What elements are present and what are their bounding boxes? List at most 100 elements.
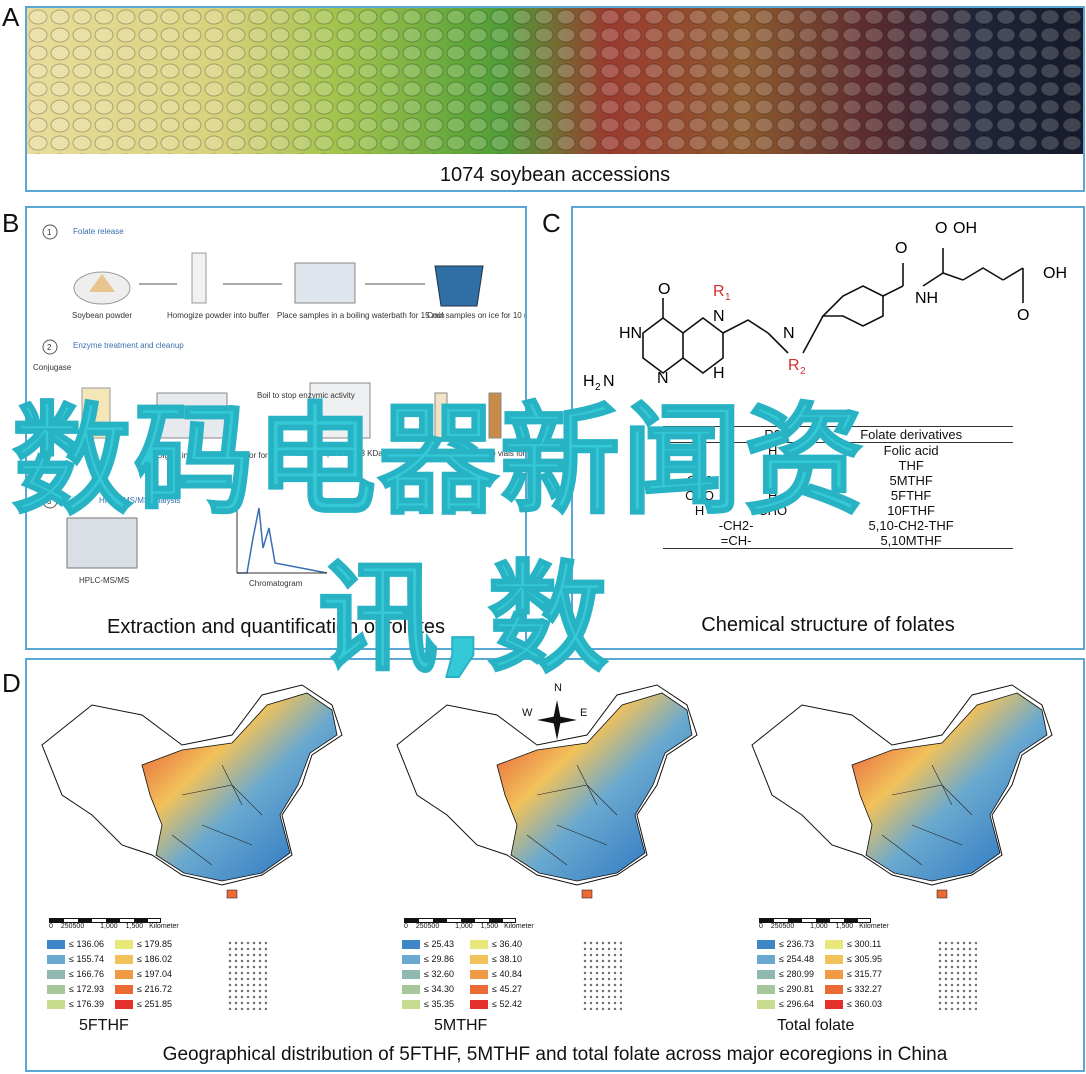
table-header-r1: R1: [691, 427, 708, 442]
struct-h2n-sub: 2: [595, 382, 601, 393]
step3-num: 3: [47, 497, 52, 506]
legend-swatch: [470, 969, 488, 979]
legend-swatch: [402, 954, 420, 964]
panel-c: O HN H 2 N N N H R 1 N R 2 O NH O OH OH …: [571, 206, 1085, 650]
struct-n2: N: [713, 308, 725, 325]
struct-r1: R: [713, 283, 725, 300]
panel-c-label: C: [542, 208, 561, 238]
scale-bar-2: 0 250500 1,000 1,500 Kilometer: [759, 918, 889, 930]
legend-swatch: [470, 999, 488, 1009]
legend-item: ≤ 176.39: [47, 999, 104, 1009]
legend-label: ≤ 332.27: [847, 984, 882, 994]
legend-label: ≤ 251.85: [137, 999, 172, 1009]
struct-h2n: H: [583, 373, 595, 390]
legend-item: ≤ 29.86: [402, 954, 454, 964]
panel-d-caption: Geographical distribution of 5FTHF, 5MTH…: [162, 1044, 948, 1065]
legend-item: ≤ 166.76: [47, 969, 104, 979]
legend-swatch: [115, 984, 133, 994]
step2-num: 2: [47, 343, 52, 352]
map-0: 0 250500 1,000 1,500 Kilometer ≤ 136.06 ≤…: [27, 660, 377, 1040]
legend-item: ≤ 36.40: [470, 939, 522, 949]
panel-b: 1 Folate release Soybean powder Homogize…: [25, 206, 527, 650]
legend-item: ≤ 290.81: [757, 984, 814, 994]
compass-n: N: [554, 682, 562, 694]
table-row: H CHO 10FTHF: [694, 503, 935, 518]
legend-swatch: [825, 999, 843, 1009]
map-title: Total folate: [777, 1017, 855, 1034]
legend-label: ≤ 29.86: [424, 954, 454, 964]
legend-label: ≤ 254.48: [779, 954, 814, 964]
panel-d-label: D: [2, 668, 21, 698]
legend-item: ≤ 52.42: [470, 999, 522, 1009]
struct-n3: N: [783, 325, 795, 342]
legend-item: ≤ 216.72: [115, 984, 172, 994]
struct-h2n-n: N: [603, 373, 615, 390]
table-row: CHO H 5FTHF: [685, 488, 932, 503]
table-row: -CH2- 5,10-CH2-THF: [718, 518, 954, 533]
legend-swatch: [757, 954, 775, 964]
struct-h: H: [713, 365, 725, 382]
legend-item: ≤ 25.43: [402, 939, 454, 949]
item-digest: Digest in a shaker incubator for 4 h: [157, 451, 281, 460]
struct-r2-sub: 2: [800, 366, 806, 377]
south-sea-islands: [582, 940, 622, 1010]
china-map-2: [751, 684, 1053, 899]
panel-a-caption: 1074 soybean accessions: [439, 164, 671, 186]
legend-swatch: [115, 939, 133, 949]
panel-a: 1074 soybean accessions: [25, 6, 1085, 192]
legend-item: ≤ 280.99: [757, 969, 814, 979]
legend-swatch: [757, 939, 775, 949]
legend-swatch: [47, 984, 65, 994]
legend-label: ≤ 186.02: [137, 954, 172, 964]
legend-label: ≤ 179.85: [137, 939, 172, 949]
soybean-photo: [27, 8, 1083, 154]
legend-swatch: [402, 999, 420, 1009]
table-row: CH3 H 5MTHF: [686, 473, 933, 488]
legend-swatch: [825, 984, 843, 994]
legend-label: ≤ 34.30: [424, 984, 454, 994]
legend-item: ≤ 300.11: [825, 939, 881, 949]
legend-swatch: [47, 939, 65, 949]
legend-label: ≤ 36.40: [492, 939, 522, 949]
step1-title: Folate release: [73, 227, 124, 236]
step3-title: HPLC-MS/MS analysis: [99, 496, 180, 505]
item-boil: Boil to stop enzymic activity: [257, 391, 355, 400]
item-hplc: HPLC-MS/MS: [79, 576, 129, 585]
legend-label: ≤ 290.81: [779, 984, 814, 994]
legend-item: ≤ 34.30: [402, 984, 454, 994]
struct-nh: NH: [915, 290, 938, 307]
legend-swatch: [115, 969, 133, 979]
panel-b-caption: Extraction and quantification of folates: [107, 616, 445, 638]
map-1: 0 250500 1,000 1,500 Kilometer ≤ 25.43 ≤ …: [382, 660, 732, 1040]
legend-item: ≤ 38.10: [470, 954, 522, 964]
legend-label: ≤ 35.35: [424, 999, 454, 1009]
legend-swatch: [470, 984, 488, 994]
table-header-r2: R2: [764, 427, 782, 442]
struct-r1-sub: 1: [725, 292, 731, 303]
struct-r2: R: [788, 357, 800, 374]
panel-d: W E S N: [25, 658, 1085, 1072]
legend-item: ≤ 45.27: [470, 984, 522, 994]
map-title: 5FTHF: [79, 1017, 129, 1034]
legend-label: ≤ 136.06: [69, 939, 104, 949]
legend-swatch: [115, 999, 133, 1009]
panel-a-label: A: [2, 2, 20, 32]
struct-hn: HN: [619, 325, 642, 342]
panel-c-caption: Chemical structure of folates: [701, 614, 955, 636]
legend-label: ≤ 197.04: [137, 969, 172, 979]
compass-e: E: [580, 707, 588, 719]
legend-label: ≤ 305.95: [847, 954, 882, 964]
legend-label: ≤ 300.11: [847, 939, 882, 949]
south-sea-islands: [227, 940, 267, 1010]
legend-swatch: [470, 939, 488, 949]
legend-item: ≤ 40.84: [470, 969, 522, 979]
legend-swatch: [470, 954, 488, 964]
legend-swatch: [757, 969, 775, 979]
legend-swatch: [757, 984, 775, 994]
legend-item: ≤ 172.93: [47, 984, 104, 994]
legend-label: ≤ 176.39: [69, 999, 104, 1009]
legend-item: ≤ 186.02: [115, 954, 172, 964]
legend-label: ≤ 155.74: [69, 954, 104, 964]
legend-item: ≤ 155.74: [47, 954, 104, 964]
